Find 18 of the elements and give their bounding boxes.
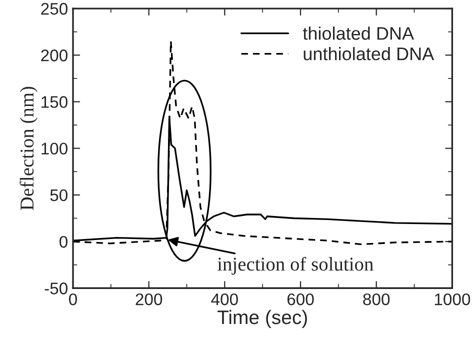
x-tick-label: 400 [211,293,238,306]
x-tick-label: 600 [287,293,314,306]
x-axis-title: Time (sec) [217,310,307,328]
y-tick-label: -50 [44,282,68,294]
y-tick-label: 250 [41,2,68,15]
y-tick-label: 50 [50,189,68,202]
legend-label: thiolated DNA [302,26,414,40]
x-tick-label: 1000 [434,293,470,306]
x-tick-label: 200 [136,293,162,306]
y-tick-label: 100 [42,142,68,155]
y-tick-label: 200 [41,50,68,62]
x-tick-label: 800 [363,293,390,306]
legend-label: unthiolated DNA [304,47,434,60]
y-tick-label: 0 [60,236,68,248]
y-tick-label: 150 [42,96,68,108]
y-axis-title: Deflection (nm) [20,86,38,210]
x-tick-label: 0 [69,293,77,306]
annotation: injection of solution [218,256,374,275]
